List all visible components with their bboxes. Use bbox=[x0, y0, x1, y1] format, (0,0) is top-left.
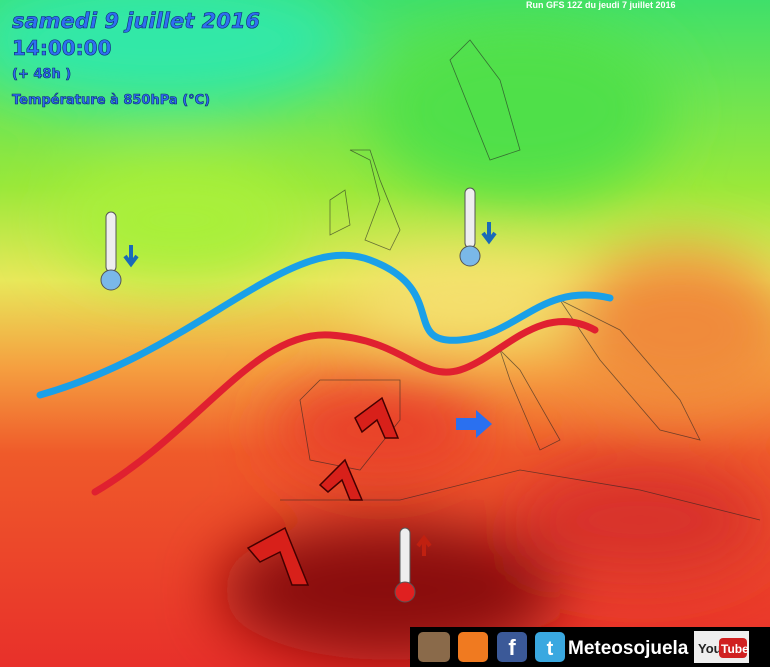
facebook-icon[interactable] bbox=[497, 632, 527, 662]
facebook-letter: f bbox=[508, 635, 516, 660]
lead-time: (+ 48h ) bbox=[12, 67, 71, 82]
thermometer-cold bbox=[459, 187, 497, 267]
run-info: Run GFS 12Z du jeudi 7 juillet 2016 bbox=[526, 0, 676, 10]
twitter-icon[interactable] bbox=[535, 632, 565, 662]
blogger-icon[interactable] bbox=[458, 632, 488, 662]
map-date: samedi 9 juillet 2016 bbox=[12, 9, 260, 33]
brand-name: Meteosojuela bbox=[568, 638, 689, 659]
field-name: Température à 850hPa (°C) bbox=[12, 93, 210, 108]
thermometer-hot bbox=[394, 527, 432, 603]
thermometer-cold bbox=[100, 211, 139, 291]
heat-arrows bbox=[246, 396, 400, 586]
twitter-letter: t bbox=[547, 638, 554, 660]
youtube-right: Tube bbox=[721, 642, 749, 656]
instagram-icon[interactable] bbox=[418, 632, 450, 662]
youtube-left: You bbox=[698, 641, 722, 656]
warm-front bbox=[91, 318, 599, 496]
advection-arrow bbox=[456, 410, 492, 438]
youtube-badge bbox=[719, 638, 747, 658]
cold-front bbox=[36, 251, 614, 399]
map-time: 14:00:00 bbox=[12, 36, 112, 60]
